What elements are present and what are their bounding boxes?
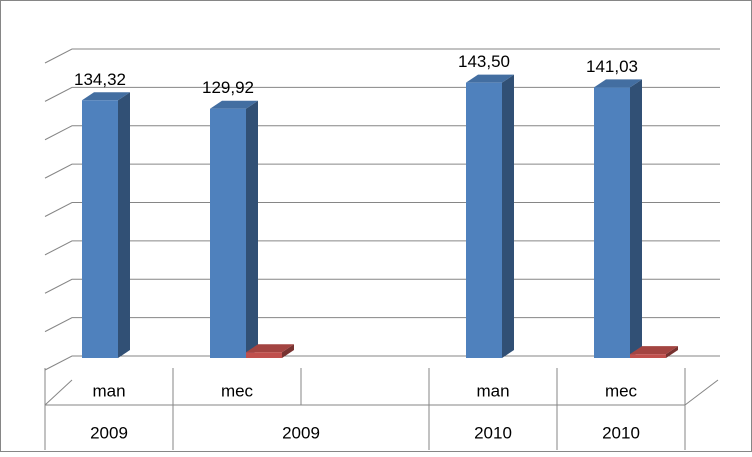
bar [246,344,294,358]
bar-face [246,344,294,353]
data-label: 134,32 [74,70,126,89]
group-label: 2010 [602,423,640,442]
group-label: 2009 [282,423,320,442]
x-tick-label: mec [221,381,254,400]
bar-face [82,100,118,358]
x-tick-label: man [476,381,509,400]
group-label: 2009 [90,423,128,442]
axis-line [44,379,73,406]
data-label: 141,03 [586,57,638,76]
bar-face [630,346,678,355]
data-label: 143,50 [458,52,510,71]
bar [594,79,642,359]
grid-line [44,48,720,64]
x-tick-label: man [92,381,125,400]
bar [210,100,258,358]
bar-face [82,92,130,101]
bar-face [246,352,282,358]
bar-face [118,92,130,358]
bar [630,346,678,358]
bar-face [666,346,678,358]
bar [466,74,514,359]
bar-face [630,79,642,359]
bar-face [630,354,666,358]
x-tick-label: mec [605,381,638,400]
bar-face [594,87,630,359]
bar-face [246,100,258,358]
bar-face [210,108,246,358]
bar-face [210,100,258,109]
bar-face [282,344,294,358]
bar-face [466,74,514,83]
data-label: 129,92 [202,78,254,97]
axis-line [684,379,719,406]
group-label: 2010 [474,423,512,442]
bar-face [502,74,514,359]
bar-face [594,79,642,88]
bar-face [466,82,502,359]
bar [82,92,130,358]
